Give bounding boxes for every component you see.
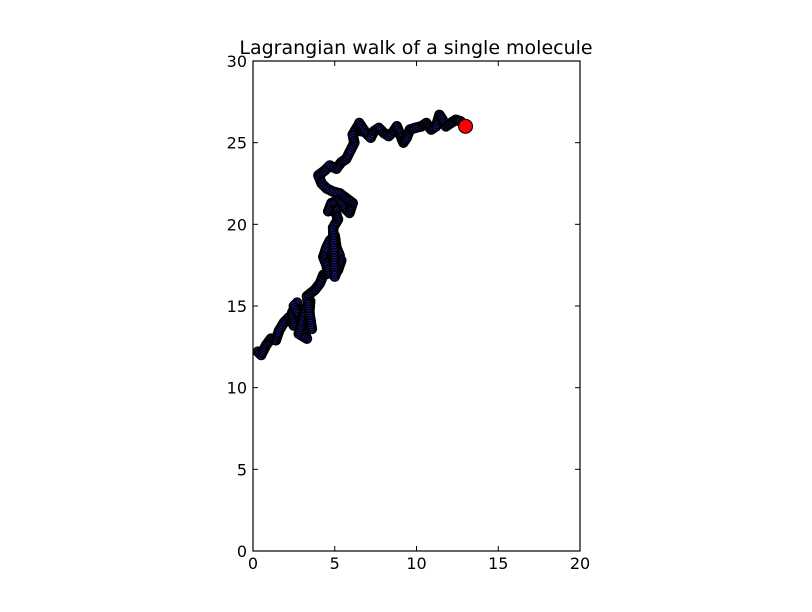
y-tick-label: 15 bbox=[227, 297, 247, 316]
x-tick-label: 0 bbox=[248, 554, 258, 573]
data-points bbox=[252, 109, 474, 361]
y-tick-label: 25 bbox=[227, 134, 247, 153]
y-tick-label: 0 bbox=[237, 542, 247, 561]
end-position-marker bbox=[458, 118, 474, 134]
x-tick-label: 15 bbox=[488, 554, 508, 573]
y-tick-label: 5 bbox=[237, 460, 247, 479]
x-tick-label: 20 bbox=[570, 554, 590, 573]
y-tick-label: 30 bbox=[227, 52, 247, 71]
ticks: 0 5 10 15 20 0 5 10 15 20 25 30 bbox=[227, 52, 591, 573]
x-tick-label: 10 bbox=[406, 554, 426, 573]
x-tick-label: 5 bbox=[330, 554, 340, 573]
chart-title: Lagrangian walk of a single molecule bbox=[239, 37, 592, 59]
y-tick-label: 20 bbox=[227, 215, 247, 234]
y-tick-label: 10 bbox=[227, 379, 247, 398]
